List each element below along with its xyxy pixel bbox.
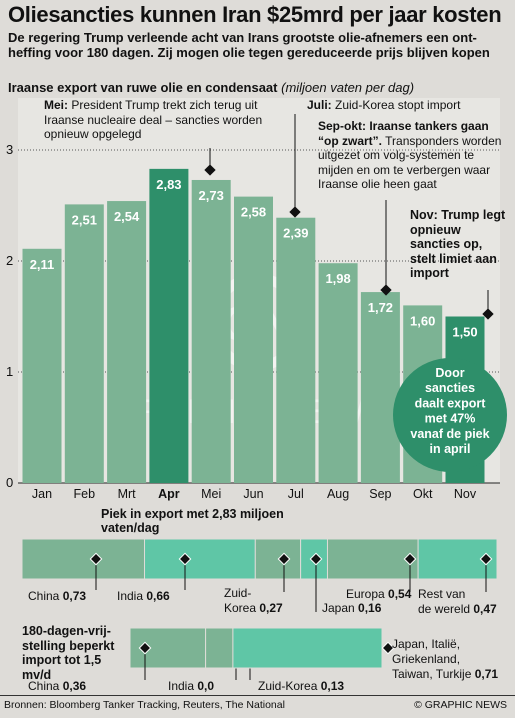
bar-value-label: 2,54 [114, 209, 140, 224]
callout-circle [393, 358, 507, 472]
breakdown2-label: Zuid-Korea 0,13 [258, 679, 344, 693]
breakdown1-marker [479, 552, 493, 566]
x-tick-label: Jun [243, 487, 263, 501]
annotation-nov: Nov: Trump legt opnieuw sancties op, ste… [410, 208, 510, 281]
breakdown1-label: Rest van [418, 587, 465, 601]
bar-jun [234, 196, 273, 483]
callout-text: sancties [425, 381, 475, 395]
bar-sep [360, 292, 400, 483]
annotation-sep-okt: Sep-okt: Iraanse tankers gaan “op zwart”… [318, 119, 510, 192]
breakdown1-label: Zuid- [224, 586, 251, 600]
bar-mrt [107, 201, 147, 483]
chart-header-text: Iraanse export van ruwe olie en condensa… [8, 80, 278, 95]
page-subtitle: De regering Trump verleende acht van Ira… [8, 30, 490, 60]
bar-value-label: 2,73 [199, 188, 224, 203]
breakdown1-segment [21, 538, 146, 580]
breakdown1-marker [403, 552, 417, 566]
annotation-nov-label: Nov: Trump legt opnieuw sancties op, ste… [410, 208, 506, 280]
annotation-sep-okt-text: Transponders worden uitgezet om volg-sys… [318, 133, 502, 192]
breakdown1-segment [144, 538, 256, 580]
breakdown2-segment [205, 627, 234, 669]
footer-credit: © GRAPHIC NEWS [414, 699, 507, 711]
annotation-mei-text: President Trump trekt zich terug uit Ira… [44, 98, 263, 141]
bar-value-label: 2,11 [30, 257, 55, 272]
y-tick-label: 1 [6, 364, 13, 379]
breakdown2-segment [232, 627, 383, 669]
breakdown1-marker [277, 552, 291, 566]
chart-header: Iraanse export van ruwe olie en condensa… [8, 80, 414, 95]
breakdown1-title: Piek in export met 2,83 miljoen vaten/da… [101, 507, 284, 535]
annotation-juli-label: Juli: [307, 98, 332, 112]
breakdown1-segment [326, 538, 419, 580]
breakdown2-label: Taiwan, Turkije 0,71 [392, 667, 498, 681]
breakdown2-title: 180-dagen-vrij-stelling beperkt import t… [22, 624, 115, 682]
footer-source: Bronnen: Bloomberg Tanker Tracking, Reut… [4, 699, 285, 711]
bar-value-label: 1,60 [410, 313, 435, 328]
bar-jul [276, 217, 316, 483]
bar-value-label: 1,98 [325, 271, 350, 286]
callout-text: vanaf de piek [410, 427, 489, 441]
breakdown2-marker [138, 641, 152, 655]
x-tick-label: Mrt [118, 487, 137, 501]
x-tick-label: Jan [32, 487, 52, 501]
leader-sep-marker [380, 284, 392, 296]
x-tick-label: Okt [413, 487, 433, 501]
bar-mei [191, 179, 231, 483]
annotation-juli: Juli: Zuid-Korea stopt import [307, 98, 507, 113]
x-tick-label: Jul [288, 487, 304, 501]
breakdown1-label: de wereld 0,47 [418, 602, 497, 616]
x-tick-label: Sep [369, 487, 391, 501]
page-title: Oliesancties kunnen Iran $25mrd per jaar… [8, 2, 502, 27]
breakdown2-label: Japan, Italië, [392, 637, 460, 651]
annotation-mei-label: Mei: [44, 98, 68, 112]
callout-text: Door [435, 366, 464, 380]
breakdown1-marker [178, 552, 192, 566]
bar-value-label: 2,83 [156, 177, 181, 192]
callout-text: in april [430, 442, 471, 456]
x-tick-label: Apr [158, 487, 180, 501]
bar-apr [149, 168, 189, 483]
breakdown1-label: India 0,66 [117, 589, 170, 603]
bar-jan [22, 248, 62, 483]
y-tick-label: 0 [6, 475, 13, 490]
bar-value-label: 2,51 [72, 212, 97, 227]
breakdown2-label: China 0,36 [28, 679, 86, 693]
breakdown1-label: Japan 0,16 [322, 601, 382, 615]
y-tick-label: 3 [6, 142, 13, 157]
x-tick-label: Nov [454, 487, 477, 501]
breakdown1-label: Korea 0,27 [224, 601, 283, 615]
x-tick-label: Aug [327, 487, 349, 501]
bar-value-label: 1,50 [452, 325, 477, 340]
chart-canvas: GNGRAPHIC NEWS01232,11Jan2,51Feb2,54Mrt2… [6, 114, 507, 693]
breakdown2-marker [381, 641, 395, 655]
annotation-mei: Mei: President Trump trekt zich terug ui… [44, 98, 294, 142]
breakdown1-label: China 0,73 [28, 589, 86, 603]
annotation-sep-okt-label: Sep-okt: Iraanse tankers gaan “op zwart”… [318, 119, 489, 148]
breakdown2-label: Griekenland, [392, 652, 460, 666]
callout-text: met 47% [425, 412, 476, 426]
bar-feb [64, 204, 104, 483]
annotation-juli-text: Zuid-Korea stopt import [335, 98, 461, 112]
chart-unit: (miljoen vaten per dag) [281, 80, 415, 95]
bar-value-label: 2,58 [241, 205, 266, 220]
x-tick-label: Feb [74, 487, 96, 501]
bar-aug [318, 263, 358, 483]
leader-nov-marker [482, 308, 494, 320]
leader-mei-marker [204, 164, 216, 176]
bar-value-label: 1,72 [368, 300, 393, 315]
breakdown2-label: India 0,0 [168, 679, 214, 693]
x-tick-label: Mei [201, 487, 221, 501]
callout-text: daalt export [415, 396, 487, 410]
bar-value-label: 2,39 [283, 226, 308, 241]
breakdown1-label: Europa 0,54 [346, 587, 412, 601]
leader-juli-marker [289, 206, 301, 218]
breakdown1-marker [89, 552, 103, 566]
y-tick-label: 2 [6, 253, 13, 268]
footer-divider [0, 695, 515, 696]
breakdown1-marker [309, 552, 323, 566]
